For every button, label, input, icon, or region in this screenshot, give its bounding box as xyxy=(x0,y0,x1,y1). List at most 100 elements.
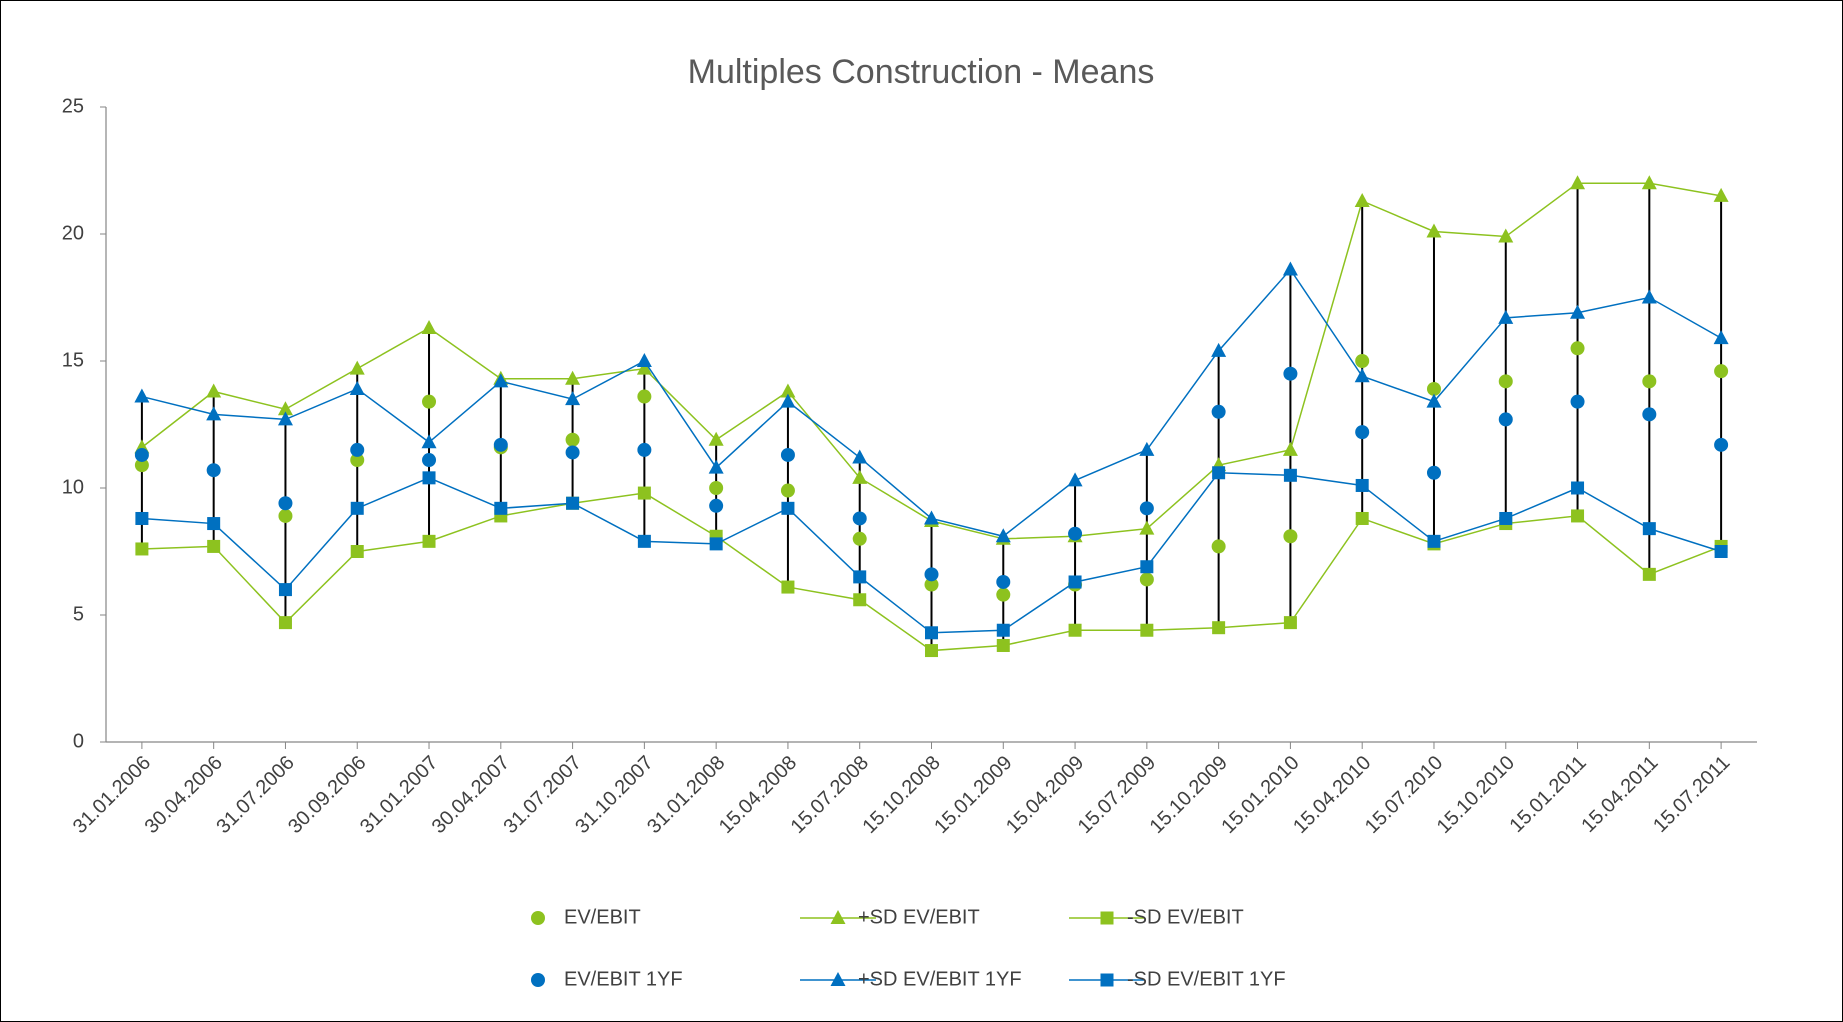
marker xyxy=(277,401,293,416)
marker xyxy=(1354,368,1370,383)
marker xyxy=(1642,407,1657,422)
marker xyxy=(1713,187,1729,202)
marker xyxy=(422,453,437,468)
marker xyxy=(421,319,437,334)
marker xyxy=(1642,567,1656,581)
marker xyxy=(493,373,509,388)
marker xyxy=(708,431,724,446)
marker xyxy=(1426,465,1441,480)
legend-label: +SD EV/EBIT 1YF xyxy=(858,968,1022,990)
marker xyxy=(134,447,149,462)
marker xyxy=(1426,393,1442,408)
marker xyxy=(1570,304,1586,319)
marker xyxy=(1068,575,1082,589)
marker xyxy=(422,534,436,548)
marker xyxy=(1139,572,1154,587)
marker xyxy=(1140,560,1154,574)
marker xyxy=(1641,175,1657,190)
marker xyxy=(924,567,939,582)
marker xyxy=(853,593,867,607)
marker xyxy=(1499,511,1513,525)
marker xyxy=(780,447,795,462)
y-tick-label: 0 xyxy=(73,730,84,752)
marker xyxy=(709,498,724,513)
marker xyxy=(925,626,938,640)
marker xyxy=(1571,509,1585,523)
marker xyxy=(637,389,652,404)
marker xyxy=(830,910,846,924)
marker xyxy=(781,580,795,594)
marker xyxy=(493,437,508,452)
marker xyxy=(350,501,364,515)
marker xyxy=(566,496,580,510)
marker xyxy=(135,511,149,525)
marker xyxy=(1570,394,1585,409)
y-tick-label: 20 xyxy=(62,222,84,244)
marker xyxy=(1641,289,1657,304)
marker xyxy=(565,432,580,447)
marker xyxy=(350,545,364,558)
marker xyxy=(206,463,221,478)
marker xyxy=(709,481,724,495)
marker xyxy=(531,973,545,987)
marker xyxy=(565,391,581,406)
marker xyxy=(531,911,545,925)
marker xyxy=(278,583,292,597)
marker xyxy=(278,496,293,511)
marker xyxy=(422,471,436,485)
marker xyxy=(637,534,651,548)
marker xyxy=(1283,529,1298,544)
marker xyxy=(422,394,437,409)
marker xyxy=(565,370,581,385)
marker xyxy=(1211,404,1226,419)
marker xyxy=(350,442,365,457)
marker xyxy=(996,574,1011,589)
marker xyxy=(1211,539,1226,554)
legend-label: -SD EV/EBIT 1YF xyxy=(1127,968,1286,990)
marker xyxy=(494,501,508,515)
marker xyxy=(852,469,868,484)
marker xyxy=(780,483,795,498)
marker xyxy=(1642,374,1657,389)
marker xyxy=(925,644,938,658)
marker xyxy=(1212,621,1226,635)
marker xyxy=(852,449,868,464)
marker xyxy=(1100,911,1114,925)
marker xyxy=(349,380,365,395)
marker xyxy=(207,517,221,531)
marker xyxy=(995,528,1011,543)
marker xyxy=(780,393,796,408)
marker xyxy=(1498,412,1513,427)
marker xyxy=(134,458,149,473)
marker xyxy=(924,577,939,592)
legend-label: -SD EV/EBIT xyxy=(1127,906,1244,928)
marker xyxy=(1139,520,1155,535)
chart-title: Multiples Construction - Means xyxy=(688,53,1155,91)
marker xyxy=(565,445,580,460)
marker xyxy=(636,360,652,375)
marker xyxy=(1283,366,1298,381)
marker xyxy=(1426,381,1441,396)
y-tick-label: 25 xyxy=(62,95,84,117)
marker xyxy=(780,383,796,398)
marker xyxy=(350,453,365,468)
marker xyxy=(349,360,365,375)
marker xyxy=(924,510,939,525)
legend-label: +SD EV/EBIT xyxy=(858,906,980,928)
marker xyxy=(1714,437,1729,452)
marker xyxy=(852,531,867,546)
marker xyxy=(852,511,867,526)
marker xyxy=(708,459,724,474)
marker xyxy=(1714,545,1728,558)
marker xyxy=(135,542,149,556)
marker xyxy=(996,587,1011,602)
marker xyxy=(637,486,651,500)
marker xyxy=(1426,223,1442,238)
marker xyxy=(1140,623,1154,637)
legend-label: EV/EBIT 1YF xyxy=(564,968,683,990)
marker xyxy=(1067,472,1083,487)
marker xyxy=(1282,261,1298,276)
marker xyxy=(1212,466,1226,480)
marker xyxy=(1139,441,1155,456)
y-tick-label: 5 xyxy=(73,603,84,625)
